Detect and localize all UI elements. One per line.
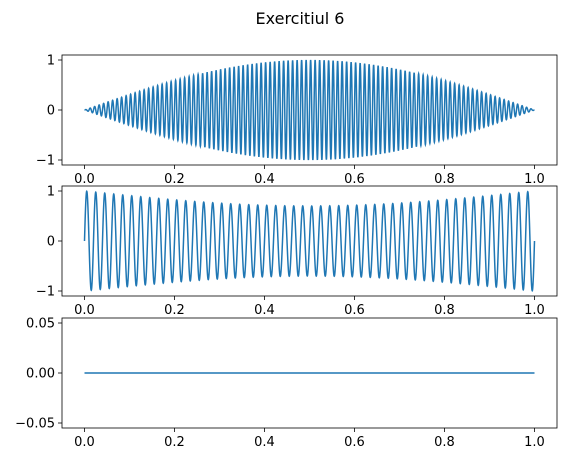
x-tick-label: 1.0 (524, 303, 545, 318)
subplots: 0.0 0.2 0.4 0.6 0.8 1.0 −1 0 1 0.0 0.2 0.4 0.6 0.8 1.0… (15, 54, 558, 450)
y-tick-label: 1 (47, 54, 55, 69)
x-tick-label: 0.0 (74, 303, 95, 318)
x-tick-label: 0.6 (344, 435, 365, 450)
y-tick-label: 0.05 (26, 317, 55, 332)
x-tick-label: 0.6 (344, 172, 365, 187)
y-tick-label: 0 (47, 104, 55, 119)
subplot-2: 0.0 0.2 0.4 0.6 0.8 1.0 −1 0 1 (36, 185, 558, 318)
x-tick-label: 0.4 (254, 172, 275, 187)
y-tick-label: −0.05 (15, 417, 55, 432)
y-tick-label: 1 (47, 185, 55, 200)
y-tick-label: −1 (36, 154, 55, 169)
subplot-3: 0.0 0.2 0.4 0.6 0.8 1.0 −0.05 0.00 0.05 (15, 317, 558, 450)
x-tick-label: 0.2 (164, 303, 185, 318)
figure-title: Exercitiul 6 (256, 9, 345, 28)
series-line (83, 189, 536, 293)
x-tick-label: 1.0 (524, 435, 545, 450)
x-tick-label: 0.2 (164, 435, 185, 450)
y-tick-label: −1 (36, 285, 55, 300)
x-tick-label: 0.6 (344, 303, 365, 318)
x-tick-label: 0.0 (74, 435, 95, 450)
x-tick-label: 0.8 (434, 172, 455, 187)
subplot-1: 0.0 0.2 0.4 0.6 0.8 1.0 −1 0 1 (36, 54, 558, 187)
x-tick-label: 1.0 (524, 172, 545, 187)
y-tick-label: 0.00 (26, 367, 55, 382)
x-tick-label: 0.4 (254, 303, 275, 318)
x-tick-label: 0.2 (164, 172, 185, 187)
y-tick-label: 0 (47, 235, 55, 250)
x-tick-label: 0.4 (254, 435, 275, 450)
x-tick-label: 0.0 (74, 172, 95, 187)
x-tick-label: 0.8 (434, 435, 455, 450)
x-tick-label: 0.8 (434, 303, 455, 318)
series-line (84, 59, 535, 161)
